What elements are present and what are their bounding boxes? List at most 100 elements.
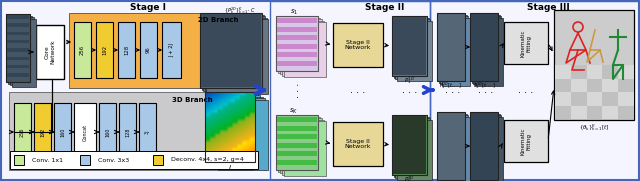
Bar	[284, 22, 326, 77]
Bar	[473, 16, 501, 84]
Bar	[397, 119, 431, 180]
Bar	[277, 43, 317, 49]
Bar	[587, 65, 602, 79]
Bar	[394, 117, 429, 176]
Bar	[618, 79, 634, 92]
Bar	[270, 1, 430, 180]
Text: 128: 128	[124, 45, 129, 55]
Bar	[333, 122, 383, 166]
Text: 256: 256	[80, 45, 85, 55]
Bar	[7, 65, 29, 68]
Bar	[555, 65, 571, 79]
Text: 2D Branch: 2D Branch	[198, 17, 238, 23]
Bar	[278, 117, 320, 172]
Text: 3J: 3J	[145, 130, 150, 134]
Bar	[571, 79, 587, 92]
Bar	[442, 117, 470, 181]
Bar	[7, 48, 29, 52]
Bar	[99, 103, 116, 161]
Bar	[280, 19, 322, 74]
Bar	[472, 113, 499, 181]
Bar	[9, 92, 253, 170]
Text: Stage II: Stage II	[365, 3, 404, 12]
Bar	[8, 16, 32, 83]
Text: Conv. 1x1: Conv. 1x1	[32, 157, 63, 163]
Bar	[440, 115, 468, 181]
Bar	[80, 155, 90, 165]
Bar	[212, 96, 262, 167]
Text: . . .: . . .	[478, 85, 493, 95]
Bar	[210, 95, 260, 165]
Text: $P_K^{3D}$: $P_K^{3D}$	[404, 175, 415, 181]
Bar	[438, 14, 467, 83]
Text: Concat: Concat	[83, 123, 88, 141]
Text: Deconv. 4x4, s=2, g=4: Deconv. 4x4, s=2, g=4	[171, 157, 244, 163]
Text: . . .: . . .	[445, 85, 461, 95]
Bar	[277, 151, 317, 156]
Bar	[474, 117, 502, 181]
Bar	[277, 117, 317, 122]
Bar	[202, 14, 264, 89]
Text: Kinematic
Fitting: Kinematic Fitting	[520, 29, 531, 57]
Bar	[139, 103, 156, 161]
Bar	[392, 115, 427, 175]
Bar	[587, 92, 602, 106]
Text: Core
Network: Core Network	[45, 40, 56, 64]
Bar	[473, 115, 501, 181]
Bar	[74, 103, 96, 161]
Bar	[587, 106, 602, 119]
Bar	[200, 13, 262, 88]
Bar	[276, 115, 318, 170]
Bar	[587, 79, 602, 92]
Bar	[277, 52, 317, 57]
Bar	[282, 119, 324, 174]
Bar	[218, 100, 268, 169]
Text: Stage II
Network: Stage II Network	[345, 139, 371, 149]
Text: J + 2J: J + 2J	[169, 43, 174, 57]
Text: $P_K^{3D}[t...]$: $P_K^{3D}[t...]$	[472, 180, 495, 181]
Bar	[278, 18, 320, 73]
Bar	[119, 103, 136, 161]
Bar	[554, 10, 634, 120]
Bar	[470, 13, 498, 81]
Bar	[7, 15, 29, 18]
Text: $\{P_k^{2D}\}_{k=1}^K\cdot C$: $\{P_k^{2D}\}_{k=1}^K\cdot C$	[224, 6, 256, 16]
Bar	[277, 18, 317, 23]
Bar	[277, 134, 317, 139]
Bar	[207, 94, 257, 163]
Bar	[395, 118, 430, 178]
Text: $P_1^{2D}[t...]$: $P_1^{2D}[t...]$	[440, 81, 463, 91]
Text: . . .: . . .	[402, 85, 417, 95]
Text: Stage I: Stage I	[130, 3, 166, 12]
Bar	[10, 17, 34, 85]
Bar	[571, 65, 587, 79]
Text: 192: 192	[40, 127, 45, 137]
Bar	[618, 106, 634, 119]
Bar	[282, 20, 324, 75]
Bar	[280, 118, 322, 173]
Bar	[10, 151, 258, 169]
Bar	[153, 155, 163, 165]
Text: Stage III: Stage III	[527, 3, 570, 12]
Text: Conv. 3x3: Conv. 3x3	[98, 157, 129, 163]
Bar	[555, 79, 571, 92]
Bar	[618, 65, 634, 79]
Bar	[162, 22, 181, 78]
Text: Kinematic
Fitting: Kinematic Fitting	[520, 127, 531, 155]
Text: $\{\theta_k\}_{k=1}^K[t]$: $\{\theta_k\}_{k=1}^K[t]$	[579, 123, 609, 133]
Bar	[7, 40, 29, 43]
Bar	[504, 22, 548, 64]
Bar	[277, 142, 317, 148]
Bar	[36, 25, 64, 79]
Bar	[215, 98, 265, 168]
Bar	[284, 121, 326, 176]
Bar	[277, 60, 317, 66]
Bar	[438, 113, 467, 181]
Text: 256: 256	[20, 127, 25, 137]
Bar	[602, 79, 618, 92]
Bar	[7, 23, 29, 27]
Text: . . .: . . .	[518, 85, 534, 95]
Text: $s_K$: $s_K$	[289, 106, 299, 116]
Text: 160: 160	[60, 127, 65, 137]
Bar	[277, 159, 317, 165]
